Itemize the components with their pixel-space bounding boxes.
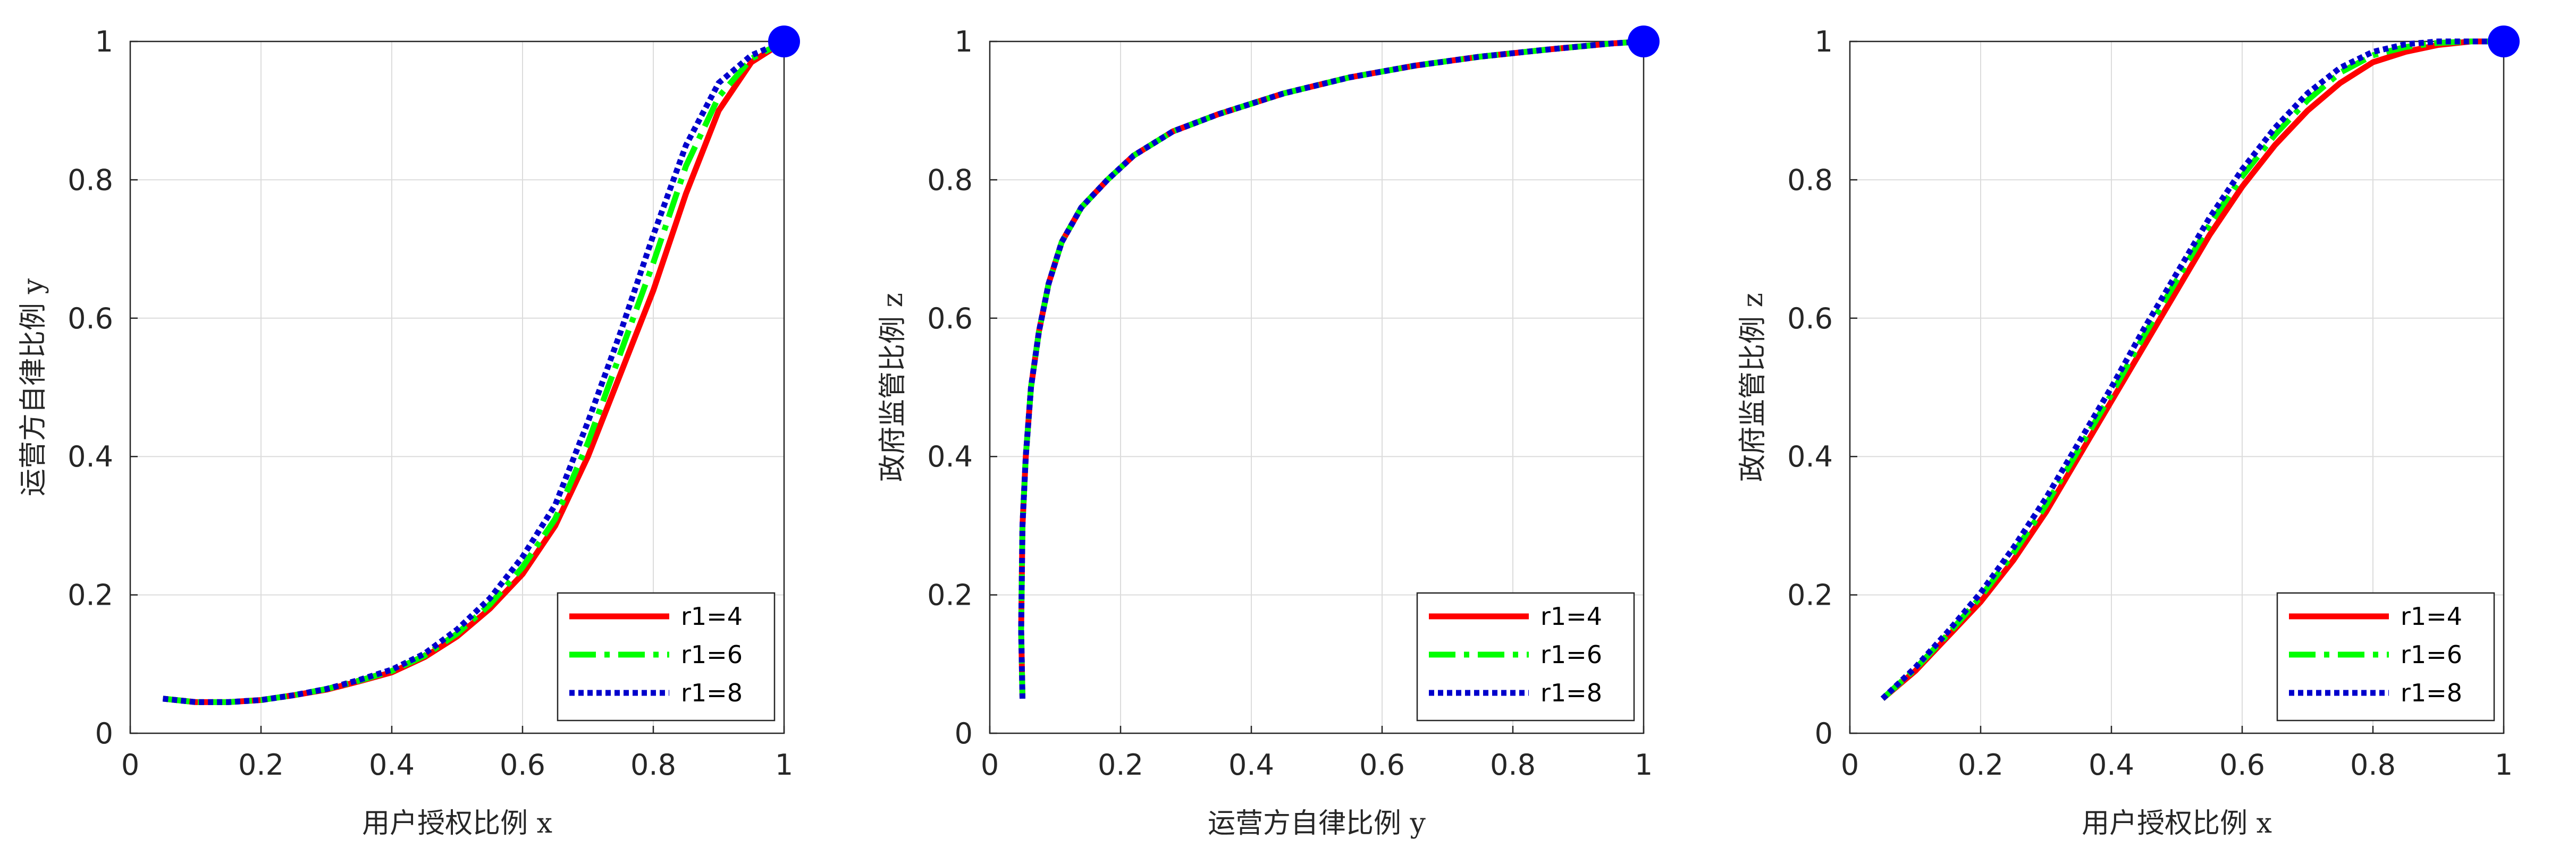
series-line-3: [1880, 38, 2504, 701]
x-tick-label: 0.2: [1958, 748, 2003, 782]
y-tick-label: 1: [95, 25, 113, 58]
x-tick-label: 0.8: [1490, 748, 1536, 782]
equilibrium-point-marker: [768, 26, 800, 57]
y-axis-label: 政府监管比例 z: [1737, 293, 1769, 482]
legend-label-2: r1=6: [1540, 640, 1602, 669]
legend-label-3: r1=8: [1540, 679, 1602, 707]
y-tick-label: 0.8: [927, 163, 973, 197]
y-tick-label: 0.6: [1787, 302, 1833, 335]
series-line-2: [1880, 38, 2504, 701]
y-tick-label: 1: [1815, 25, 1833, 58]
x-tick-label: 0: [1841, 748, 1859, 782]
legend: r1=4 r1=6 r1=8: [557, 592, 776, 722]
x-tick-label: 0: [121, 748, 139, 782]
legend-label-1: r1=4: [1540, 602, 1602, 631]
chart-panel-2: 00 0.2 0.2 0.4 0.4 0.6 0.6 0.8 0.8 1 1 运营方自律比例 y 政府监…: [877, 25, 1660, 840]
series-line-3: [1018, 38, 1644, 699]
chart-panel-1: 00 0.2 0.2 0.4 0.4 0.6 0.6 0.8 0.8 1 1 用户授权比例 x 运营方自…: [18, 25, 800, 840]
y-tick-label: 0.8: [68, 163, 113, 197]
y-tick-label: 1: [955, 25, 973, 58]
y-tick-label: 0.8: [1787, 163, 1833, 197]
equilibrium-point-marker: [2488, 26, 2520, 57]
x-tick-label: 0.6: [500, 748, 545, 782]
y-tick-label: 0: [95, 717, 113, 750]
axes-box: [129, 40, 785, 734]
legend-label-1: r1=4: [681, 602, 743, 631]
x-tick-label: 0.6: [1359, 748, 1405, 782]
chart-panel-3: 00 0.2 0.2 0.4 0.4 0.6 0.6 0.8 0.8 1 1 用户授权比例 x 政府监管…: [1737, 25, 2520, 840]
legend-label-3: r1=8: [681, 679, 743, 707]
legend-label-3: r1=8: [2401, 679, 2462, 707]
y-tick-label: 0: [1815, 717, 1833, 750]
axes-box: [1849, 40, 2505, 734]
x-tick-label: 0.4: [369, 748, 415, 782]
y-tick-label: 0.4: [1787, 440, 1833, 473]
y-axis-label: 运营方自律比例 y: [18, 278, 49, 496]
axes-box: [989, 40, 1645, 734]
x-axis-label: 用户授权比例 x: [362, 808, 552, 840]
x-axis-label: 用户授权比例 x: [2082, 808, 2272, 840]
y-tick-label: 0.2: [927, 579, 973, 612]
legend-label-2: r1=6: [2401, 640, 2462, 669]
equilibrium-point-marker: [1628, 26, 1660, 57]
y-axis-label: 政府监管比例 z: [877, 293, 909, 482]
x-tick-label: 1: [775, 748, 793, 782]
x-tick-label: 0.6: [2219, 748, 2265, 782]
x-tick-label: 0.2: [1098, 748, 1143, 782]
x-tick-label: 0.8: [630, 748, 676, 782]
x-tick-label: 0.2: [238, 748, 284, 782]
x-tick-label: 1: [2495, 748, 2513, 782]
series-line-1: [1880, 38, 2504, 701]
legend: r1=4 r1=6 r1=8: [2276, 592, 2495, 722]
y-tick-label: 0.2: [1787, 579, 1833, 612]
y-tick-label: 0.4: [68, 440, 113, 473]
y-tick-label: 0: [955, 717, 973, 750]
series-line-3: [162, 38, 786, 705]
legend-label-1: r1=4: [2401, 602, 2462, 631]
y-tick-label: 0.6: [68, 302, 113, 335]
x-tick-label: 0.4: [2089, 748, 2134, 782]
x-axis-label: 运营方自律比例 y: [1208, 808, 1426, 840]
y-tick-label: 0.4: [927, 440, 973, 473]
x-tick-label: 1: [1635, 748, 1653, 782]
y-tick-label: 0.6: [927, 302, 973, 335]
legend-label-2: r1=6: [681, 640, 743, 669]
x-tick-label: 0.4: [1228, 748, 1274, 782]
y-tick-label: 0.2: [68, 579, 113, 612]
x-tick-label: 0.8: [2350, 748, 2396, 782]
legend: r1=4 r1=6 r1=8: [1416, 592, 1635, 722]
x-tick-label: 0: [981, 748, 999, 782]
